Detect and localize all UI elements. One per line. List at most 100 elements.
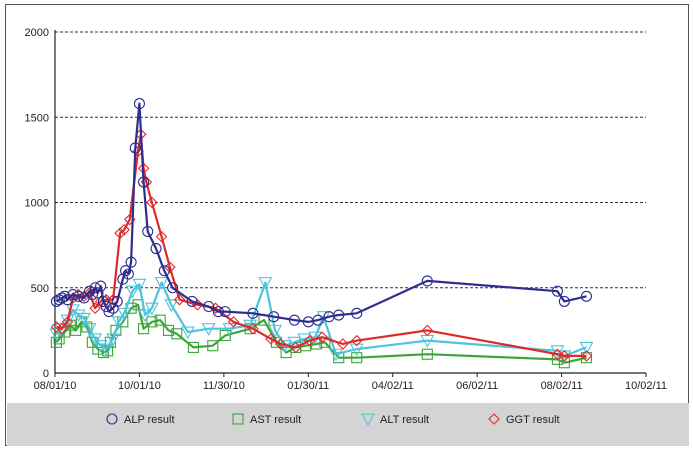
data-point-alp — [558, 295, 570, 307]
data-point-ast — [162, 324, 175, 336]
legend: ALP result AST result ALT result GGT result — [7, 403, 689, 446]
legend-marker-ggt — [488, 413, 500, 425]
series-line-alt — [55, 281, 587, 357]
data-point-ast — [351, 352, 363, 364]
legend-item-alt: ALT result — [361, 413, 429, 427]
data-point-ggt — [173, 293, 186, 306]
data-point-alp — [219, 306, 231, 318]
data-point-alt — [138, 309, 152, 323]
data-point-alt — [268, 324, 282, 338]
data-point-alp — [103, 306, 115, 318]
data-point-alp — [125, 256, 137, 268]
data-point-alp — [158, 265, 170, 277]
data-point-alp — [133, 98, 145, 110]
data-point-ggt — [155, 230, 168, 243]
data-point-ggt — [89, 302, 101, 314]
data-point-alt — [77, 312, 91, 326]
data-point-alt — [99, 343, 114, 357]
data-point-alp — [150, 242, 162, 255]
data-point-alp — [203, 300, 215, 313]
data-point-alp — [138, 176, 150, 188]
data-point-alt — [201, 323, 216, 336]
data-point-ggt — [558, 350, 571, 362]
data-point-alp — [120, 265, 132, 277]
data-point-alp — [122, 268, 134, 280]
data-point-alp — [95, 280, 107, 292]
y-tick-label: 0 — [43, 368, 49, 380]
legend-label-ast: AST result — [250, 414, 301, 426]
series-alp — [50, 98, 593, 328]
data-point-ggt — [337, 338, 349, 350]
legend-marker-alp — [106, 413, 118, 425]
data-point-ast — [110, 324, 122, 336]
legend-marker-ast — [232, 413, 244, 425]
data-point-ast — [146, 316, 158, 328]
data-point-ast — [171, 328, 183, 340]
data-point-ggt — [146, 196, 158, 209]
data-point-ggt — [303, 334, 316, 347]
legend-item-alp: ALP result — [106, 413, 175, 426]
data-point-alt — [222, 323, 237, 336]
data-point-alt — [154, 277, 169, 290]
data-point-alp — [72, 290, 85, 302]
data-point-alp — [167, 282, 179, 294]
data-point-alp — [247, 307, 259, 319]
data-point-alt — [164, 299, 179, 312]
data-point-alp — [212, 306, 224, 318]
data-point-alp — [129, 142, 141, 154]
y-tick-label: 1000 — [25, 198, 49, 210]
data-point-alt — [132, 278, 147, 292]
data-point-alt — [82, 323, 97, 336]
data-point-alt — [579, 341, 594, 355]
data-point-alt — [297, 333, 312, 347]
data-point-alt — [144, 302, 159, 316]
x-tick-label: 08/01/10 — [34, 380, 77, 392]
data-point-ast — [207, 340, 219, 352]
data-point-ast — [50, 336, 62, 348]
data-point-alp — [86, 289, 98, 301]
data-point-alt — [258, 277, 273, 290]
data-point-alt — [329, 348, 343, 362]
data-point-alp — [84, 285, 96, 297]
data-point-alt — [93, 340, 108, 353]
x-tick-label: 10/01/10 — [118, 380, 161, 392]
data-point-ggt — [316, 331, 328, 343]
data-point-alp — [268, 311, 280, 323]
data-point-alp — [580, 290, 593, 302]
data-point-ggt — [56, 322, 68, 335]
series-layer — [49, 98, 594, 369]
data-point-ggt — [290, 341, 302, 354]
x-tick-label: 04/02/11 — [372, 380, 414, 392]
data-point-alp — [50, 295, 62, 307]
data-point-alt — [60, 314, 75, 328]
data-point-ggt — [114, 227, 126, 239]
data-point-alp — [186, 295, 198, 307]
y-tick-label: 500 — [31, 283, 49, 295]
data-point-alp — [421, 275, 433, 287]
data-point-ggt — [61, 316, 74, 328]
data-point-ggt — [350, 334, 363, 347]
data-point-alp — [53, 294, 65, 306]
data-point-alp — [351, 307, 363, 319]
legend-background — [7, 403, 689, 446]
y-tick-label: 2000 — [25, 27, 49, 39]
data-point-alt — [349, 343, 364, 357]
x-tick-label: 01/30/11 — [287, 380, 329, 392]
y-tick-label: 1500 — [25, 112, 49, 124]
legend-label-ggt: GGT result — [506, 414, 560, 426]
data-point-alt — [287, 336, 302, 350]
chart-frame: 0 500 1000 1500 2000 08/01/10 10/01/10 11/30/10… — [5, 4, 689, 446]
x-tick-label: 06/02/11 — [456, 380, 498, 392]
x-tick-label: 10/02/11 — [625, 380, 667, 392]
axes: 0 500 1000 1500 2000 08/01/10 10/01/10 11/30/10… — [25, 27, 667, 392]
data-point-alp — [56, 292, 68, 304]
data-point-alt — [88, 333, 103, 347]
series-line-alp — [55, 102, 587, 323]
data-point-alp — [111, 295, 123, 307]
data-point-ggt — [227, 316, 240, 328]
data-point-alp — [312, 314, 324, 326]
line-chart: 0 500 1000 1500 2000 08/01/10 10/01/10 11/30/10… — [7, 27, 689, 446]
data-point-ast — [138, 323, 150, 335]
data-point-ggt — [580, 350, 593, 362]
data-point-alp — [288, 314, 300, 326]
